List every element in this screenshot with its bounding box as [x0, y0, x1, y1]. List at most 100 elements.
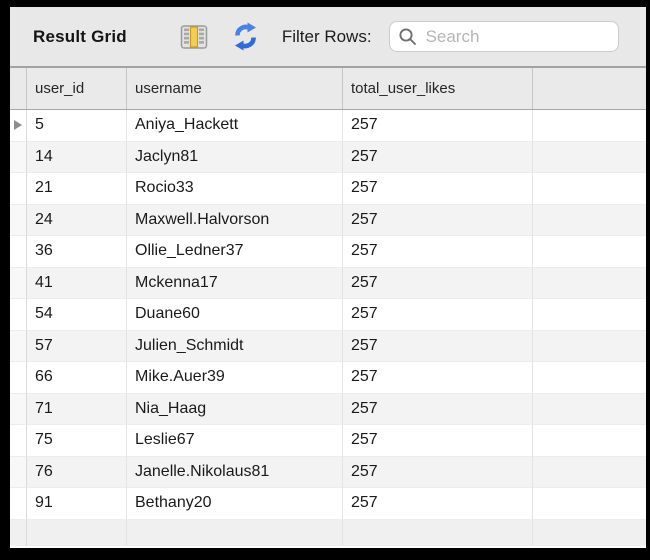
cell-blank[interactable]: [533, 268, 646, 299]
cell-total-user-likes[interactable]: 257: [343, 236, 533, 268]
cell-blank[interactable]: [533, 331, 646, 362]
cell-username[interactable]: Julien_Schmidt: [127, 330, 343, 362]
cell-user-id[interactable]: 66: [27, 362, 127, 394]
row-selector-gutter[interactable]: [10, 362, 27, 394]
cell-blank: [343, 519, 533, 546]
cell-blank: [127, 519, 343, 546]
row-selector-gutter[interactable]: [10, 330, 27, 362]
cell-user-id[interactable]: 36: [27, 236, 127, 268]
cell-total-user-likes[interactable]: 257: [343, 204, 533, 236]
cell-blank[interactable]: [533, 362, 646, 394]
cell-user-id[interactable]: 54: [27, 299, 127, 331]
cell-blank[interactable]: [533, 299, 646, 331]
search-icon: [398, 27, 417, 46]
cell-user-id[interactable]: 21: [27, 173, 127, 205]
empty-grid-area: [10, 519, 646, 547]
cell-username[interactable]: Jaclyn81: [127, 141, 343, 173]
cell-total-user-likes[interactable]: 257: [343, 299, 533, 331]
cell-username[interactable]: Mckenna17: [127, 267, 343, 299]
search-input[interactable]: [423, 25, 610, 48]
current-row-marker-icon: [14, 120, 22, 131]
grid-rows: 5 Aniya_Hackett 257 14 Jaclyn81 257 21 R…: [10, 110, 646, 520]
table-row[interactable]: 75 Leslie67 257: [10, 425, 646, 457]
row-selector-gutter[interactable]: [10, 173, 27, 205]
cell-user-id[interactable]: 24: [27, 204, 127, 236]
cell-username[interactable]: Rocio33: [127, 173, 343, 205]
result-grid-title: Result Grid: [33, 26, 127, 46]
refresh-icon[interactable]: [231, 22, 260, 51]
table-row[interactable]: 5 Aniya_Hackett 257: [10, 110, 646, 142]
cell-username[interactable]: Maxwell.Halvorson: [127, 204, 343, 236]
table-row[interactable]: 14 Jaclyn81 257: [10, 141, 646, 173]
cell-user-id[interactable]: 57: [27, 330, 127, 362]
column-header-total-user-likes[interactable]: total_user_likes: [343, 68, 533, 109]
cell-username[interactable]: Mike.Auer39: [127, 362, 343, 394]
cell-total-user-likes[interactable]: 257: [343, 425, 533, 457]
cell-username[interactable]: Ollie_Ledner37: [127, 236, 343, 268]
cell-user-id[interactable]: 5: [27, 110, 127, 142]
row-selector-gutter[interactable]: [10, 110, 27, 142]
row-selector-gutter[interactable]: [10, 488, 27, 520]
cell-total-user-likes[interactable]: 257: [343, 456, 533, 488]
cell-user-id[interactable]: 14: [27, 141, 127, 173]
row-selector-gutter[interactable]: [10, 141, 27, 173]
table-row[interactable]: 76 Janelle.Nikolaus81 257: [10, 456, 646, 488]
cell-blank[interactable]: [533, 457, 646, 488]
column-header-username[interactable]: username: [127, 68, 343, 109]
filter-search-box[interactable]: [388, 21, 619, 52]
row-selector-gutter[interactable]: [10, 236, 27, 268]
table-row[interactable]: 36 Ollie_Ledner37 257: [10, 236, 646, 268]
cell-total-user-likes[interactable]: 257: [343, 110, 533, 142]
result-grid-panel: Result Grid: [10, 7, 646, 548]
cell-username[interactable]: Duane60: [127, 299, 343, 331]
table-row[interactable]: 66 Mike.Auer39 257: [10, 362, 646, 394]
cell-user-id[interactable]: 91: [27, 488, 127, 520]
cell-blank[interactable]: [533, 142, 646, 173]
cell-blank[interactable]: [533, 110, 646, 142]
cell-total-user-likes[interactable]: 257: [343, 362, 533, 394]
row-selector-gutter[interactable]: [10, 425, 27, 457]
cell-username[interactable]: Leslie67: [127, 425, 343, 457]
table-row[interactable]: 57 Julien_Schmidt 257: [10, 330, 646, 362]
cell-total-user-likes[interactable]: 257: [343, 488, 533, 520]
cell-username[interactable]: Bethany20: [127, 488, 343, 520]
cell-username[interactable]: Aniya_Hackett: [127, 110, 343, 142]
cell-username[interactable]: Janelle.Nikolaus81: [127, 456, 343, 488]
grid-column-headers: user_id username total_user_likes: [10, 68, 646, 110]
cell-total-user-likes[interactable]: 257: [343, 267, 533, 299]
filter-rows-label: Filter Rows:: [281, 26, 372, 46]
cell-total-user-likes[interactable]: 257: [343, 393, 533, 425]
row-selector-gutter[interactable]: [10, 204, 27, 236]
cell-total-user-likes[interactable]: 257: [343, 173, 533, 205]
cell-blank[interactable]: [533, 394, 646, 425]
row-selector-gutter: [10, 519, 27, 546]
cell-username[interactable]: Nia_Haag: [127, 393, 343, 425]
cell-user-id[interactable]: 71: [27, 393, 127, 425]
cell-user-id[interactable]: 41: [27, 267, 127, 299]
table-row[interactable]: 54 Duane60 257: [10, 299, 646, 331]
cell-blank[interactable]: [533, 173, 646, 205]
table-row[interactable]: 71 Nia_Haag 257: [10, 393, 646, 425]
gutter-header: [10, 68, 27, 109]
table-row[interactable]: 21 Rocio33 257: [10, 173, 646, 205]
cell-blank[interactable]: [533, 425, 646, 457]
cell-blank[interactable]: [533, 205, 646, 236]
column-header-user-id[interactable]: user_id: [27, 68, 127, 109]
cell-blank: [533, 520, 646, 547]
column-header-blank: [533, 68, 646, 109]
cell-blank[interactable]: [533, 488, 646, 520]
table-row[interactable]: 91 Bethany20 257: [10, 488, 646, 520]
row-selector-gutter[interactable]: [10, 393, 27, 425]
result-grid-icon[interactable]: [180, 23, 208, 51]
cell-blank: [27, 519, 127, 546]
row-selector-gutter[interactable]: [10, 456, 27, 488]
cell-blank[interactable]: [533, 236, 646, 268]
table-row[interactable]: 41 Mckenna17 257: [10, 267, 646, 299]
cell-total-user-likes[interactable]: 257: [343, 141, 533, 173]
row-selector-gutter[interactable]: [10, 267, 27, 299]
cell-user-id[interactable]: 76: [27, 456, 127, 488]
cell-user-id[interactable]: 75: [27, 425, 127, 457]
row-selector-gutter[interactable]: [10, 299, 27, 331]
cell-total-user-likes[interactable]: 257: [343, 330, 533, 362]
table-row[interactable]: 24 Maxwell.Halvorson 257: [10, 204, 646, 236]
